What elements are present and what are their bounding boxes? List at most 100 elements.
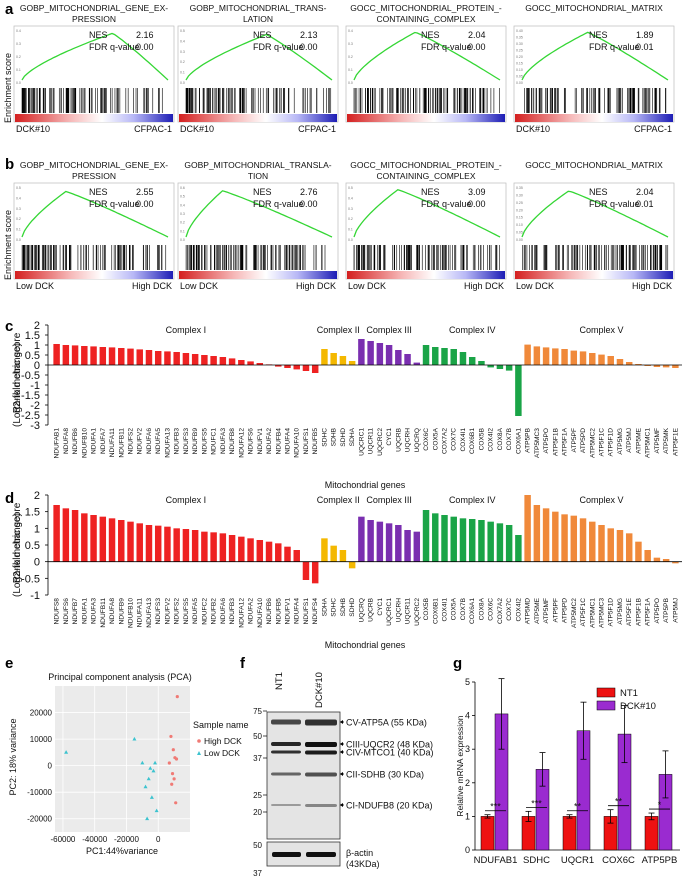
gene-label: NDUFA5 <box>192 598 199 624</box>
gene-label: COX4I1 <box>460 428 467 452</box>
y-tick-label: -3 <box>30 420 40 432</box>
fdr-label: FDR q-value <box>589 42 640 52</box>
gene-label: COX5A <box>451 597 458 620</box>
rank-heat-bar <box>15 114 173 122</box>
qpcr-chart-g: Relative mRNA expression543210***NDUFAB1… <box>455 677 680 866</box>
gene-bar <box>450 349 457 365</box>
gene-label: NDUFA10 <box>294 428 301 458</box>
gene-bar <box>154 525 162 562</box>
gene-label: UQCRC2 <box>414 598 421 626</box>
y-tick-label: 0.15 <box>516 62 523 66</box>
gene-label: NDUFA13 <box>146 598 153 628</box>
gene-bar <box>653 557 661 562</box>
gene-label: SDHD <box>340 428 347 447</box>
gene-label: COX7B <box>506 427 513 450</box>
gene-bar <box>468 357 476 365</box>
gene-bar <box>598 354 605 365</box>
y-tick-label: 0.4 <box>348 196 353 200</box>
plot-frame <box>345 182 507 280</box>
gene-label: NDUFAB1 <box>54 428 61 459</box>
x-axis-label: Mitochondrial genes <box>325 480 406 490</box>
gene-bar <box>441 515 448 562</box>
high-dck-point <box>170 782 174 786</box>
y-axis-label: PC2: 18% variance <box>8 718 18 795</box>
gene-bar <box>108 347 116 365</box>
gene-bar <box>219 533 227 562</box>
nes-label: NES <box>421 187 440 197</box>
gsea-panel-b: Enrichment scoreGOBP_MITOCHONDRIAL_GENE_… <box>3 160 675 291</box>
gene-bar <box>238 360 245 365</box>
gene-label: NDUFA8 <box>109 598 116 624</box>
gene-label: NDUFB9 <box>192 428 199 455</box>
fdr-value: 0.00 <box>136 199 154 209</box>
category-label: UQCR1 <box>561 855 594 866</box>
lane-label: NT1 <box>274 672 285 690</box>
gene-bar <box>505 525 513 562</box>
western-blot-f: NT1 DCK#10 CV-ATP5A (55 KDa) CIII-UQCR2 (48… <box>253 672 433 878</box>
gene-bar <box>284 546 291 562</box>
gene-label: NDUFA12 <box>238 598 245 628</box>
gene-bar <box>552 511 559 562</box>
gene-bar <box>561 514 568 562</box>
mw-marker: 50 <box>253 732 262 741</box>
significance-mark: *** <box>490 802 501 812</box>
gene-bar <box>238 536 245 562</box>
gene-label: NDUFB5 <box>275 598 282 625</box>
gene-bar <box>90 515 97 562</box>
gsea-title: GOBP_MITOCHONDRIAL_TRANSLA- <box>184 160 331 170</box>
gsea-title: CONTAINING_COMPLEX <box>376 14 475 24</box>
gene-bar <box>496 523 504 562</box>
gene-label: ATP5MG <box>617 428 624 455</box>
gene-label: NDUFA11 <box>137 598 144 628</box>
y-tick-label: 0.1 <box>348 68 353 72</box>
chart-title: Principal component analysis (PCA) <box>48 672 192 682</box>
y-tick-label: 0.5 <box>16 186 21 190</box>
gene-bar <box>561 349 568 365</box>
fdr-label: FDR q-value <box>253 199 304 209</box>
rank-chart-d: Rank metric score(Log2-fold change) 2 1.5 1… <box>12 490 682 650</box>
gene-label: NDUFA4 <box>294 598 301 624</box>
legend-nt1-swatch <box>596 687 616 698</box>
y-tick-label: 0.4 <box>16 29 21 33</box>
gene-label: NDUFS6 <box>248 428 255 455</box>
gene-label: NDUFB5 <box>312 428 319 455</box>
panel-label-e: e <box>5 655 13 672</box>
gene-label: ATP5F1D <box>608 598 615 627</box>
low-dck-point <box>64 750 69 754</box>
gene-label: NDUFA13 <box>164 428 171 458</box>
gene-bar <box>589 521 596 562</box>
complex-label: Complex IV <box>449 325 496 335</box>
gene-bar <box>330 353 337 365</box>
gene-bar <box>302 561 310 580</box>
protein-band <box>271 742 301 746</box>
rank-heat-bar <box>179 271 337 279</box>
panel-label-b: b <box>5 156 14 173</box>
gene-label: NDUFA1 <box>81 598 88 624</box>
fdr-label: FDR q-value <box>421 199 472 209</box>
gene-label: ATP5MC1 <box>645 428 652 458</box>
y-axis-label: Enrichment score <box>3 210 13 280</box>
y-tick-label: -2 <box>30 400 40 412</box>
y-tick-label: 0 <box>48 762 53 771</box>
gene-bar <box>635 541 642 562</box>
gene-label: COX6A1 <box>515 428 522 454</box>
low-dck-point <box>151 768 156 773</box>
y-tick-label: 0.00 <box>516 238 523 242</box>
gene-bar <box>376 521 384 562</box>
low-dck-point <box>143 784 148 789</box>
gene-bar <box>330 545 337 562</box>
gene-bar <box>607 356 614 365</box>
gene-label: NDUFS8 <box>54 598 61 625</box>
low-dck-point <box>132 736 137 741</box>
rank-heat-bar <box>347 114 505 122</box>
y-tick-label: 1 <box>34 340 40 352</box>
phenotype-right-label: High DCK <box>132 281 172 291</box>
gsea-title: PRESSION <box>72 171 116 181</box>
phenotype-left-label: DCK#10 <box>180 124 214 134</box>
low-dck-point <box>153 760 158 765</box>
gene-label: ATP5MF <box>654 428 661 454</box>
plot-frame <box>13 182 175 280</box>
y-tick-label: 0.3 <box>180 50 185 54</box>
gene-label: NDUFS4 <box>312 598 319 625</box>
gene-bar <box>256 363 264 365</box>
